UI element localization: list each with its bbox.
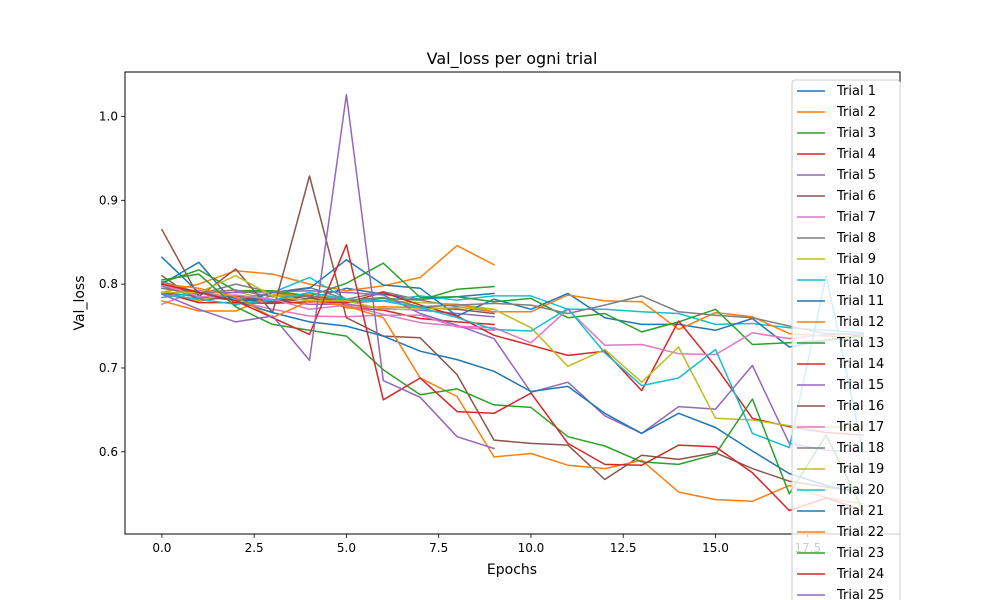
- legend-box: [791, 79, 901, 600]
- series-line-trial-25: [160, 93, 495, 450]
- series-line-trial-23: [161, 273, 865, 512]
- legend-entry: Trial 22: [836, 525, 884, 540]
- x-tick-label: 12.5: [610, 541, 637, 555]
- series-layer: [160, 93, 865, 512]
- axes-layer: 0.02.55.07.510.012.515.017.50.60.70.80.9…: [99, 109, 821, 555]
- series-line-trial-22: [161, 283, 864, 505]
- legend: Trial 1 Trial 2 Trial 3 Trial 4 Trial 5 Trial…: [791, 79, 901, 600]
- x-tick-label: 5.0: [337, 541, 356, 555]
- legend-entry: Trial 13: [836, 336, 884, 351]
- y-tick-label: 0.8: [99, 277, 118, 291]
- legend-entry: Trial 7: [836, 210, 876, 225]
- legend-entry: Trial 25: [836, 588, 884, 600]
- legend-entry: Trial 4: [836, 147, 876, 162]
- legend-entry: Trial 18: [836, 441, 884, 456]
- x-tick-label: 15.0: [702, 541, 729, 555]
- series-line-trial-20: [161, 274, 864, 453]
- legend-entry: Trial 21: [836, 504, 884, 519]
- series-line-trial-12: [160, 294, 864, 338]
- legend-entry: Trial 17: [836, 420, 884, 435]
- series-line-trial-17: [160, 283, 864, 356]
- series-line-trial-24: [161, 243, 865, 512]
- chart-title: Val_loss per ogni trial: [427, 49, 598, 69]
- x-axis-label: Epochs: [487, 562, 537, 578]
- legend-entry: Trial 10: [836, 273, 884, 288]
- legend-entry: Trial 24: [836, 567, 884, 582]
- legend-entry: Trial 19: [836, 462, 884, 477]
- x-tick-label: 10.0: [518, 541, 545, 555]
- legend-entry: Trial 20: [836, 483, 884, 498]
- legend-entry: Trial 5: [836, 168, 876, 183]
- legend-entry: Trial 3: [836, 126, 876, 141]
- x-tick-label: 0.0: [152, 541, 171, 555]
- legend-entry: Trial 1: [836, 84, 876, 99]
- legend-entry: Trial 11: [836, 294, 884, 309]
- series-line-trial-14: [160, 291, 864, 436]
- legend-entry: Trial 15: [836, 378, 884, 393]
- y-tick-label: 0.9: [99, 193, 118, 207]
- legend-entry: Trial 2: [836, 105, 876, 120]
- y-tick-label: 1.0: [99, 109, 118, 123]
- legend-entry: Trial 14: [836, 357, 884, 372]
- x-tick-label: 2.5: [245, 541, 264, 555]
- series-line-trial-16: [160, 175, 864, 493]
- legend-entry: Trial 9: [836, 252, 876, 267]
- legend-entry: Trial 8: [836, 231, 876, 246]
- y-axis-label: Val_loss: [72, 275, 88, 330]
- x-tick-label: 7.5: [429, 541, 448, 555]
- legend-entry: Trial 23: [836, 546, 884, 561]
- legend-entry: Trial 16: [836, 399, 884, 414]
- y-tick-label: 0.6: [99, 445, 118, 459]
- legend-entry: Trial 6: [836, 189, 876, 204]
- y-tick-label: 0.7: [99, 361, 118, 375]
- legend-entry: Trial 12: [836, 315, 884, 330]
